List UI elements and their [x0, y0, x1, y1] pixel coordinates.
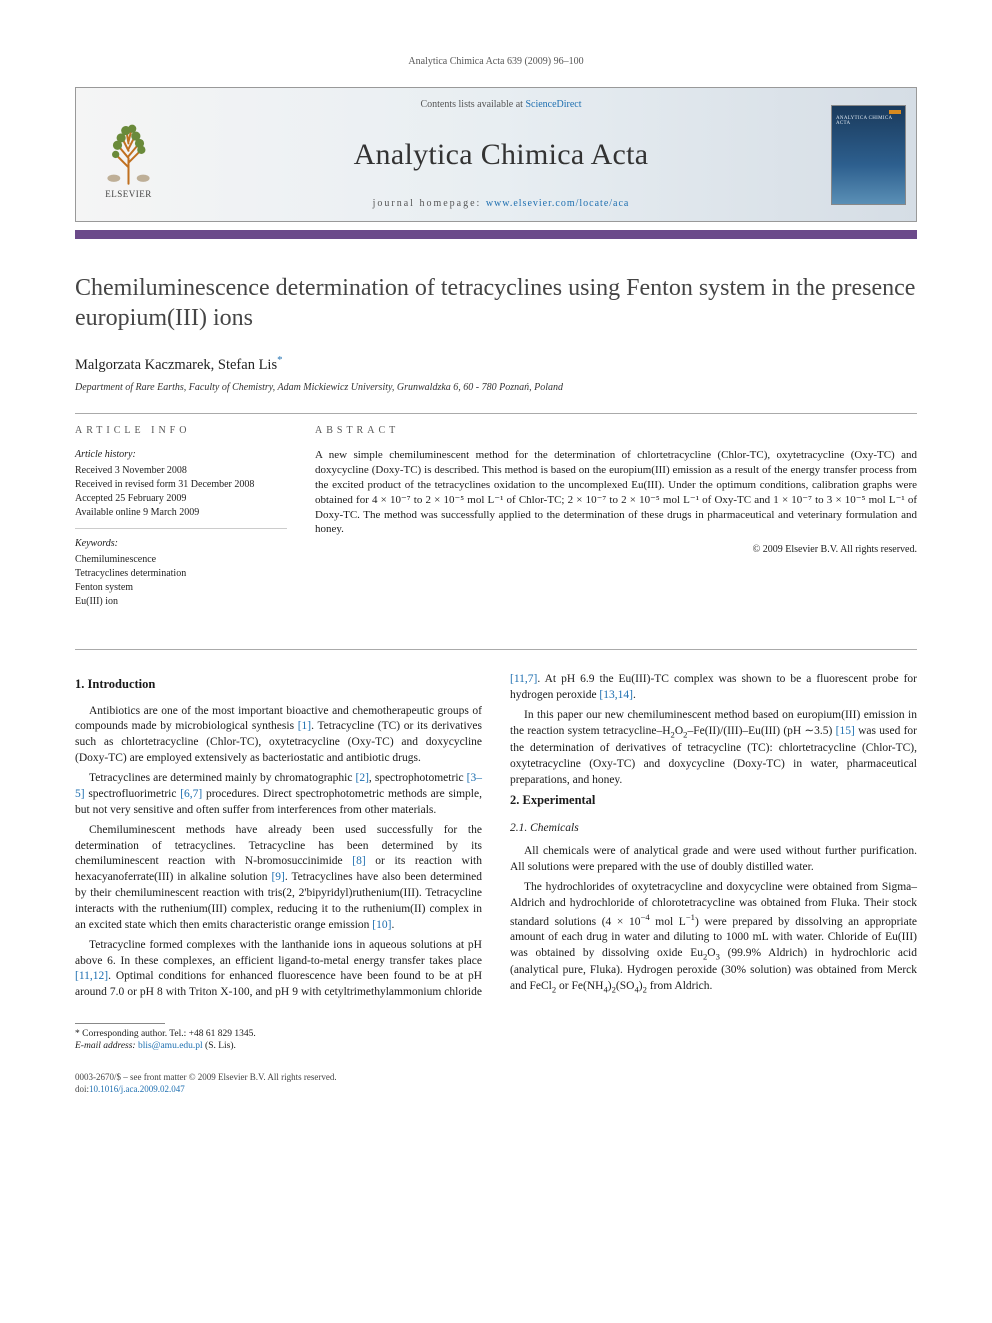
keyword: Eu(III) ion — [75, 595, 287, 609]
abstract-text: A new simple chemiluminescent method for… — [315, 448, 917, 537]
journal-homepage-line: journal homepage: www.elsevier.com/locat… — [373, 197, 630, 211]
body-para: All chemicals were of analytical grade a… — [510, 844, 917, 876]
history-line: Available online 9 March 2009 — [75, 506, 287, 520]
ref-link[interactable]: [8] — [352, 855, 365, 867]
contents-available-line: Contents lists available at ScienceDirec… — [420, 98, 581, 112]
ref-link[interactable]: [11,7] — [510, 673, 537, 685]
ref-link[interactable]: [10] — [372, 919, 391, 931]
sciencedirect-link[interactable]: ScienceDirect — [525, 99, 581, 110]
corr-email-line: E-mail address: blis@amu.edu.pl (S. Lis)… — [75, 1040, 479, 1052]
footer-copyright: 0003-2670/$ – see front matter © 2009 El… — [75, 1071, 917, 1084]
authors: Malgorzata Kaczmarek, Stefan Lis* — [75, 353, 917, 375]
cover-thumb-box: ANALYTICA CHIMICA ACTA — [821, 88, 916, 221]
accent-bar — [75, 230, 917, 239]
elsevier-tree-icon — [101, 121, 156, 186]
affiliation: Department of Rare Earths, Faculty of Ch… — [75, 381, 917, 395]
elsevier-logo: ELSEVIER — [94, 121, 164, 211]
body-para: Chemiluminescent methods have already be… — [75, 823, 482, 934]
keywords-label: Keywords: — [75, 537, 287, 551]
keyword: Fenton system — [75, 581, 287, 595]
ref-link[interactable]: [9] — [271, 871, 284, 883]
contents-prefix: Contents lists available at — [420, 99, 525, 110]
history-line: Received in revised form 31 December 200… — [75, 478, 287, 492]
ref-link[interactable]: [2] — [356, 772, 369, 784]
ref-link[interactable]: [15] — [836, 725, 855, 737]
corresponding-footnote: * Corresponding author. Tel.: +48 61 829… — [75, 1028, 479, 1053]
journal-name: Analytica Chimica Acta — [354, 134, 649, 176]
para-text: Antibiotics are one of the most importan… — [75, 705, 482, 765]
footer-doi-line: doi:10.1016/j.aca.2009.02.047 — [75, 1083, 917, 1096]
journal-cover-thumb: ANALYTICA CHIMICA ACTA — [831, 105, 906, 205]
history-label: Article history: — [75, 448, 287, 462]
abstract-copyright: © 2009 Elsevier B.V. All rights reserved… — [315, 543, 917, 557]
publisher-name: ELSEVIER — [105, 188, 152, 201]
history-line: Received 3 November 2008 — [75, 464, 287, 478]
keyword: Chemiluminescence — [75, 553, 287, 567]
body-columns: 1. Introduction Antibiotics are one of t… — [75, 672, 917, 1001]
ref-link[interactable]: [6,7] — [180, 788, 202, 800]
ref-link[interactable]: [11,12] — [75, 970, 108, 982]
body-para: Tetracyclines are determined mainly by c… — [75, 771, 482, 819]
article-title: Chemiluminescence determination of tetra… — [75, 273, 917, 333]
corr-email-link[interactable]: blis@amu.edu.pl — [138, 1041, 203, 1051]
history-line: Accepted 25 February 2009 — [75, 492, 287, 506]
meta-row: ARTICLE INFO Article history: Received 3… — [75, 413, 917, 625]
footnote-rule — [75, 1023, 165, 1024]
subsection-heading-chemicals: 2.1. Chemicals — [510, 820, 917, 836]
doi-label: doi: — [75, 1084, 89, 1094]
corresponding-mark: * — [277, 354, 282, 366]
running-head: Analytica Chimica Acta 639 (2009) 96–100 — [75, 55, 917, 69]
doi-link[interactable]: 10.1016/j.aca.2009.02.047 — [89, 1084, 185, 1094]
ref-link[interactable]: [13,14] — [599, 689, 633, 701]
publisher-logo-box: ELSEVIER — [76, 88, 181, 221]
homepage-prefix: journal homepage: — [373, 198, 486, 209]
article-info: ARTICLE INFO Article history: Received 3… — [75, 424, 287, 625]
corr-author-line: * Corresponding author. Tel.: +48 61 829… — [75, 1028, 479, 1040]
abstract-block: ABSTRACT A new simple chemiluminescent m… — [315, 424, 917, 625]
email-label: E-mail address: — [75, 1041, 138, 1051]
page-footer: 0003-2670/$ – see front matter © 2009 El… — [75, 1071, 917, 1096]
section-divider — [75, 649, 917, 650]
keyword: Tetracyclines determination — [75, 567, 287, 581]
ref-link[interactable]: [3–5] — [75, 772, 482, 800]
journal-homepage-link[interactable]: www.elsevier.com/locate/aca — [486, 198, 630, 209]
section-heading-experimental: 2. Experimental — [510, 792, 917, 810]
article-info-head: ARTICLE INFO — [75, 424, 287, 438]
ref-link[interactable]: [1] — [298, 720, 311, 732]
abstract-head: ABSTRACT — [315, 424, 917, 438]
cover-title: ANALYTICA CHIMICA ACTA — [836, 116, 901, 127]
journal-banner: ELSEVIER Contents lists available at Sci… — [75, 87, 917, 222]
section-heading-introduction: 1. Introduction — [75, 676, 482, 694]
body-para: In this paper our new chemiluminescent m… — [510, 708, 917, 789]
author-names: Malgorzata Kaczmarek, Stefan Lis — [75, 357, 277, 373]
email-who: (S. Lis). — [203, 1041, 236, 1051]
body-para: Antibiotics are one of the most importan… — [75, 704, 482, 767]
body-para: The hydrochlorides of oxytetracycline an… — [510, 880, 917, 997]
